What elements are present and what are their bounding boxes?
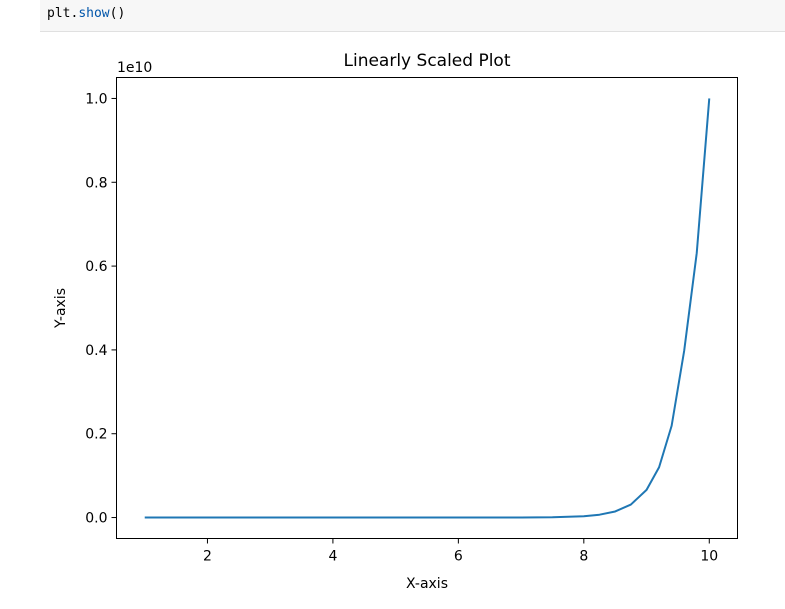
x-tick-label: 10 xyxy=(700,549,718,565)
y-tick-label: 0.2 xyxy=(85,427,107,443)
x-tick-label: 8 xyxy=(579,549,588,565)
series-line xyxy=(144,98,711,519)
y-tick-label: 1.0 xyxy=(85,91,107,107)
x-axis-label: X-axis xyxy=(406,576,448,592)
y-tick-label: 0.4 xyxy=(85,343,107,359)
y-tick-label: 0.0 xyxy=(85,511,107,527)
y-tick-label: 0.6 xyxy=(85,259,107,275)
code-function: show xyxy=(78,6,110,21)
code-dot: . xyxy=(70,6,79,21)
code-object: plt xyxy=(47,6,71,21)
plot-frame xyxy=(116,77,738,539)
x-tick-label: 2 xyxy=(203,549,212,565)
y-offset-text: 1e10 xyxy=(117,60,152,76)
y-axis-label: Y-axis xyxy=(53,288,69,329)
chart-title: Linearly Scaled Plot xyxy=(344,51,511,71)
code-line: plt.show() xyxy=(47,6,125,21)
code-cell[interactable]: plt.show() xyxy=(40,0,785,32)
y-tick-label: 0.8 xyxy=(85,175,107,191)
axis-ticks: 2 4 6 8 10 0.0 0.2 0.4 0.6 0.8 1.0 xyxy=(85,91,718,564)
x-tick-label: 4 xyxy=(328,549,337,565)
x-tick-label: 6 xyxy=(454,549,463,565)
code-args: () xyxy=(109,6,126,21)
series-group xyxy=(144,98,711,519)
